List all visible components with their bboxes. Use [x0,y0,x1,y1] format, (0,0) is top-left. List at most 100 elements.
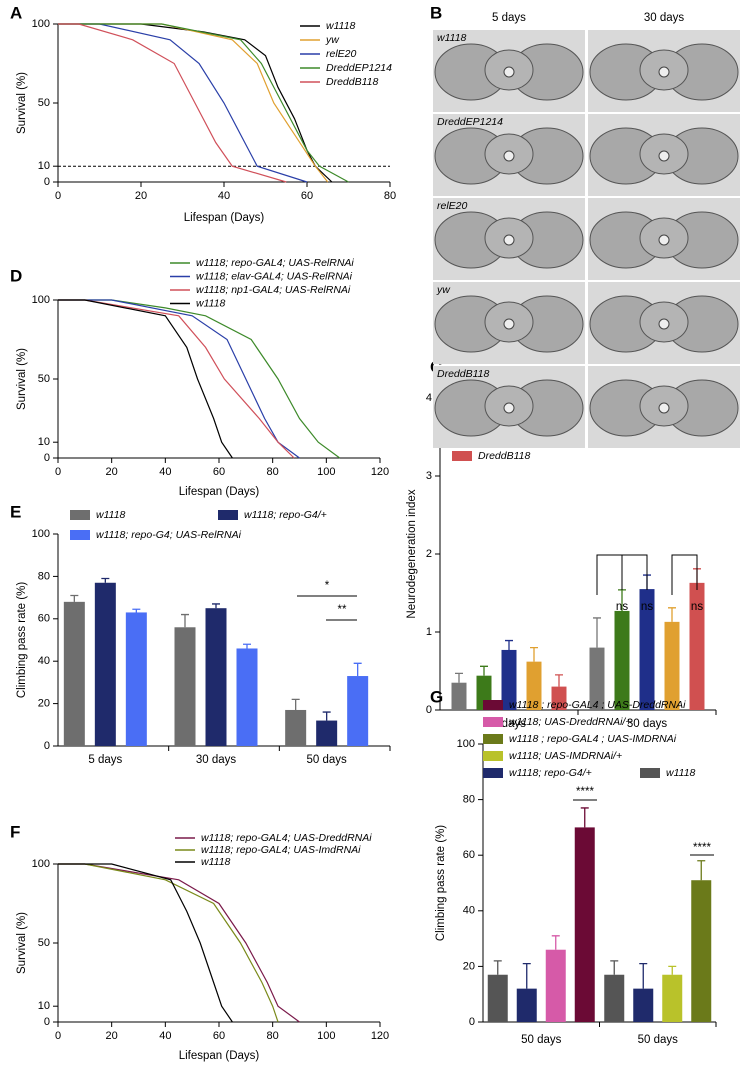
y-tick-label: 0 [426,704,432,716]
y-tick-label: 60 [38,613,50,625]
y-tick-label: 100 [32,294,50,306]
bar [174,627,196,746]
brain-canal [503,234,515,246]
x-tick-label: 50 days [638,1034,679,1046]
y-tick-label: 10 [38,436,50,448]
y-tick-label: 100 [457,738,475,750]
bar [614,610,630,710]
panel-letter: G [430,687,443,706]
bar [639,589,655,710]
legend-label: w1118; UAS-IMDRNAi/+ [509,750,622,762]
y-tick-label: 40 [38,655,50,667]
error-bar [555,674,563,687]
y-tick-label: 0 [469,1016,475,1028]
bar [316,720,338,746]
legend-swatch [483,768,503,778]
y-tick-label: 20 [463,960,475,972]
x-tick-label: 30 days [196,754,237,766]
legend-label: DreddB118 [478,450,531,462]
x-tick-label: 20 [135,190,147,202]
x-tick-label: 30 days [627,718,668,730]
legend-label: w1118 [201,856,231,868]
survival-curve [58,863,279,1023]
y-axis-label: Survival (%) [16,72,28,134]
bar [285,709,307,746]
x-tick-label: 60 [301,190,313,202]
legend-swatch [70,510,90,520]
bar [236,648,258,746]
legend-label: w1118; elav-GAL4; UAS-RelRNAi [196,270,353,282]
x-tick-label: 60 [213,1030,225,1042]
error-bar [243,643,251,649]
x-tick-label: 50 days [521,1034,562,1046]
y-tick-label: 80 [463,794,475,806]
y-axis-label: Survival (%) [16,348,28,410]
panel-letter: A [10,3,22,22]
column-label: 5 days [492,12,526,24]
y-tick-label: 100 [32,858,50,870]
bar [604,974,625,1022]
error-bar [639,962,648,989]
brain-canal [658,234,670,246]
legend-label: w1118; np1-GAL4; UAS-RelRNAi [196,284,351,296]
y-axis-label: Climbing pass rate (%) [435,825,447,941]
y-tick-label: 60 [463,849,475,861]
error-bar [505,639,513,650]
legend-swatch [218,510,238,520]
bar [205,608,227,746]
error-bar [322,711,331,721]
legend-swatch [483,700,503,710]
error-bar [70,594,79,602]
legend-label: w1118 ; repo-GAL4 ; UAS-DreddRNAi [509,699,686,711]
legend-swatch [483,717,503,727]
error-bar [291,698,300,710]
survival-curve [58,23,349,183]
survival-curve [58,23,308,183]
legend-swatch [70,530,90,540]
y-tick-label: 0 [44,740,50,752]
x-tick-label: 40 [218,190,230,202]
y-axis-label: Neurodegeneration index [406,489,418,618]
y-tick-label: 40 [463,905,475,917]
legend-label: yw [325,34,340,46]
bar [125,612,147,746]
annotation: * [325,580,330,592]
error-bar [580,807,589,828]
annotation: **** [693,842,711,854]
survival-curve [58,863,233,1023]
bar [574,827,595,1022]
bar [662,974,683,1022]
survival-curve [58,299,233,459]
x-tick-label: 60 [213,466,225,478]
y-tick-label: 1 [426,626,432,638]
error-bar [455,672,463,683]
bar [691,880,712,1022]
brain-canal [658,318,670,330]
panel-letter: B [430,3,442,22]
brain-canal [503,318,515,330]
x-tick-label: 80 [267,1030,279,1042]
y-axis-label: Survival (%) [16,912,28,974]
survival-curve [58,299,341,459]
x-tick-label: 0 [55,1030,61,1042]
bar [689,582,705,710]
legend-label: DreddB118 [326,76,379,88]
legend-label: w1118 [96,509,126,521]
y-tick-label: 0 [44,452,50,464]
brain-canal [503,66,515,78]
legend-label: w1118 [196,297,226,309]
x-axis-label: Lifespan (Days) [184,212,265,224]
annotation: ns [691,601,703,613]
error-bar [480,665,488,676]
bar [347,676,369,746]
error-bar [181,613,189,628]
bar [664,621,680,710]
panel-letter: E [10,502,21,521]
legend-label: w1118 [326,20,356,32]
survival-curve [58,299,300,459]
brain-canal [658,402,670,414]
row-label: relE20 [437,200,468,212]
survival-curve [58,863,300,1023]
x-tick-label: 20 [106,1030,118,1042]
